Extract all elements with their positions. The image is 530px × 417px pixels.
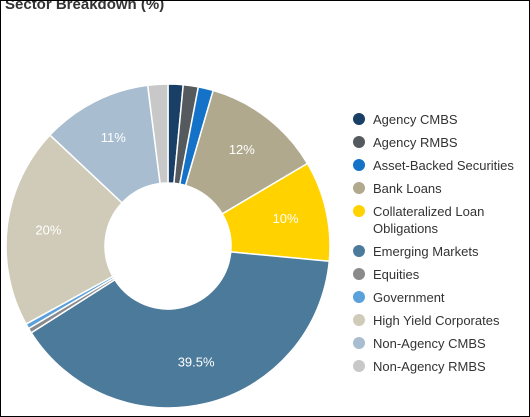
legend-item: Non-Agency CMBS — [353, 335, 518, 352]
legend-item: Non-Agency RMBS — [353, 358, 518, 375]
legend-label: Emerging Markets — [373, 244, 479, 259]
data-label: 12% — [229, 142, 255, 157]
chart-title: Sector Breakdown (%) — [5, 0, 165, 13]
legend-swatch — [353, 360, 365, 372]
legend-item: Equities — [353, 266, 518, 283]
legend-item: Agency RMBS — [353, 134, 518, 151]
legend-swatch — [353, 182, 365, 194]
legend-item: Emerging Markets — [353, 243, 518, 260]
legend-label: Non-Agency RMBS — [373, 359, 486, 374]
legend-swatch — [353, 159, 365, 171]
legend-item: Asset-Backed Securities — [353, 157, 518, 174]
legend-item: Agency CMBS — [353, 111, 518, 128]
legend-label: Asset-Backed Securities — [373, 158, 514, 173]
legend-label: Bank Loans — [373, 181, 442, 196]
donut-slice — [5, 134, 124, 326]
legend-swatch — [353, 291, 365, 303]
legend-swatch — [353, 113, 365, 125]
data-label: 10% — [273, 211, 299, 226]
legend-swatch — [353, 337, 365, 349]
legend-label: Collateralized Loan Obligations — [373, 204, 485, 236]
legend-swatch — [353, 314, 365, 326]
legend-swatch — [353, 136, 365, 148]
data-label: 20% — [35, 222, 61, 237]
legend-label: Agency CMBS — [373, 112, 458, 127]
legend-swatch — [353, 205, 365, 217]
legend-label: High Yield Corporates — [373, 313, 500, 328]
legend: Agency CMBS Agency RMBS Asset-Backed Secur… — [353, 111, 518, 381]
legend-item: Government — [353, 289, 518, 306]
legend-label: Non-Agency CMBS — [373, 336, 486, 351]
legend-item: High Yield Corporates — [353, 312, 518, 329]
legend-item: Bank Loans — [353, 180, 518, 197]
data-label: 39.5% — [178, 355, 215, 370]
data-label: 11% — [101, 130, 126, 145]
legend-label: Agency RMBS — [373, 135, 458, 150]
legend-swatch — [353, 245, 365, 257]
donut-slice — [146, 83, 169, 185]
legend-item: Collateralized Loan Obligations — [353, 203, 518, 237]
legend-label: Government — [373, 290, 445, 305]
donut-slice — [30, 251, 331, 409]
legend-swatch — [353, 268, 365, 280]
legend-label: Equities — [373, 267, 420, 282]
donut-chart: 12% 10% 39.5% 20% 11% — [5, 83, 331, 409]
